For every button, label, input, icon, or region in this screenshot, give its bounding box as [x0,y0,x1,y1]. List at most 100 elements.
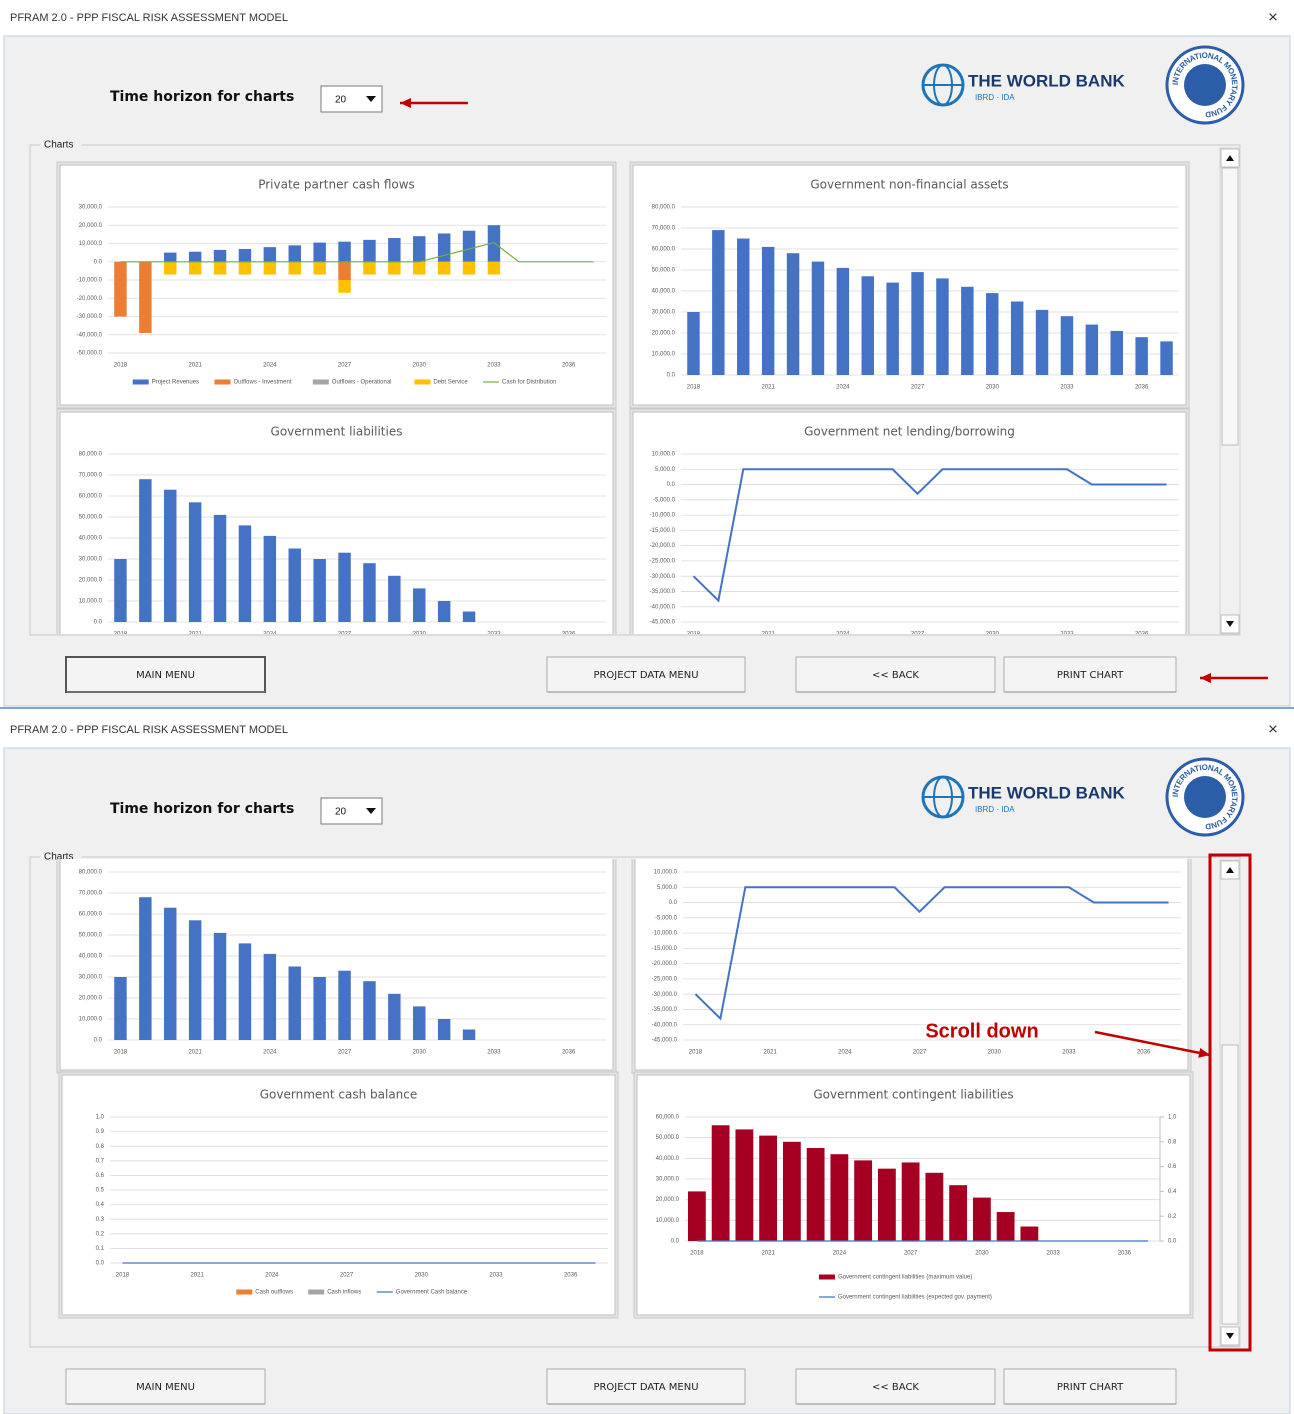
button-label[interactable]: PRINT CHART [1057,1382,1124,1393]
scrollbar-thumb[interactable] [1221,1044,1239,1325]
x-tick-label: 2030 [413,363,427,369]
bar [737,238,750,375]
button[interactable] [1003,1368,1177,1405]
y2-tick-label: 0.4 [1168,1189,1177,1195]
y-tick-label: -20,000.0 [77,296,103,302]
x-tick-label: 2036 [1118,1251,1132,1257]
y-tick-label: -50,000.0 [77,351,103,357]
bar [437,233,451,262]
x-tick-label: 2024 [263,632,277,638]
bar [687,312,700,375]
y-tick-label: 70,000.0 [79,891,103,897]
x-tick-label: 2030 [988,1050,1002,1056]
x-tick-label: 2018 [690,1251,704,1257]
bar [811,261,825,375]
button[interactable] [795,1368,996,1405]
x-tick-label: 2024 [265,1273,279,1279]
bar [761,246,775,375]
x-tick-label: 2024 [836,632,850,638]
bar [925,1172,944,1241]
bar [288,261,301,275]
x-tick-label: 2033 [487,632,501,638]
time-horizon-label: Time horizon for charts [110,89,294,105]
y-tick-label: 0.0 [667,482,676,488]
bar [338,280,351,293]
bar [782,1141,801,1241]
y-tick-label: -5,000.0 [653,497,676,503]
x-tick-label: 2027 [340,1273,354,1279]
bar [388,238,401,262]
x-tick-label: 2027 [913,1050,927,1056]
legend-marker [308,1289,325,1295]
button-label[interactable]: << BACK [872,1382,919,1393]
button-label[interactable]: << BACK [872,670,919,681]
bar [1110,330,1123,375]
button-label[interactable]: MAIN MENU [136,1382,195,1393]
y-tick-label: -30,000.0 [652,992,678,998]
button[interactable] [795,656,996,693]
x-tick-label: 2021 [188,363,202,369]
bar [1085,324,1099,375]
x-tick-label: 2021 [761,385,775,391]
x-tick-label: 2033 [487,1050,501,1056]
y-tick-label: 30,000.0 [79,205,103,211]
y-tick-label: 10,000.0 [79,1017,103,1023]
button-label[interactable]: PRINT CHART [1057,670,1124,681]
y-tick-label: 60,000.0 [656,1115,680,1121]
button[interactable] [65,656,266,693]
bar [288,966,301,1040]
bar [238,248,252,262]
chart-panel [61,1074,616,1316]
x-tick-label: 2033 [1062,1050,1076,1056]
bar [164,261,177,275]
close-button[interactable]: × [1268,719,1278,738]
y-tick-label: 60,000.0 [652,247,676,253]
y-tick-label: 0.7 [96,1158,105,1164]
bar [188,920,202,1040]
bar [388,261,401,275]
legend-label: Debt Service [433,380,468,386]
y-tick-label: 50,000.0 [656,1135,680,1141]
x-tick-label: 2018 [114,363,128,369]
bar [363,239,376,262]
bar [972,1197,991,1241]
bar [462,261,476,275]
bar [213,261,227,275]
button-label[interactable]: PROJECT DATA MENU [593,1382,698,1393]
bar [735,1129,754,1241]
imf-seal-center [1184,64,1226,106]
legend-marker [236,1289,253,1295]
bar [854,1160,873,1241]
combo-value: 20 [335,807,347,818]
world-bank-name: THE WORLD BANK [968,783,1125,802]
y-tick-label: 60,000.0 [79,494,103,500]
y-tick-label: 0.5 [96,1188,105,1194]
bar [487,261,501,275]
y-tick-label: -10,000.0 [652,931,678,937]
imf-seal-center [1184,776,1226,818]
x-tick-label: 2033 [1060,385,1074,391]
bar [1160,341,1173,375]
button-label[interactable]: PROJECT DATA MENU [593,670,698,681]
x-tick-label: 2030 [986,385,1000,391]
legend-label: Government contingent liabilities (maxim… [838,1275,972,1281]
bar [711,1125,730,1241]
close-button[interactable]: × [1268,7,1278,26]
y-tick-label: 0.0 [94,259,103,265]
bar [263,535,277,622]
bar [1060,316,1074,375]
bar [164,907,177,1040]
y-tick-label: 10,000.0 [652,352,676,358]
scroll-down-arrow [1226,621,1234,627]
button[interactable] [546,656,746,693]
chart-panel [59,411,614,634]
chart-panel [632,411,1187,634]
world-bank-name: THE WORLD BANK [968,71,1125,90]
button[interactable] [546,1368,746,1405]
chart-title: Government net lending/borrowing [804,425,1015,439]
bar [830,1154,849,1241]
button-label[interactable]: MAIN MENU [136,670,195,681]
button[interactable] [65,1368,266,1405]
x-tick-label: 2036 [1135,385,1149,391]
scrollbar-thumb[interactable] [1221,167,1239,446]
